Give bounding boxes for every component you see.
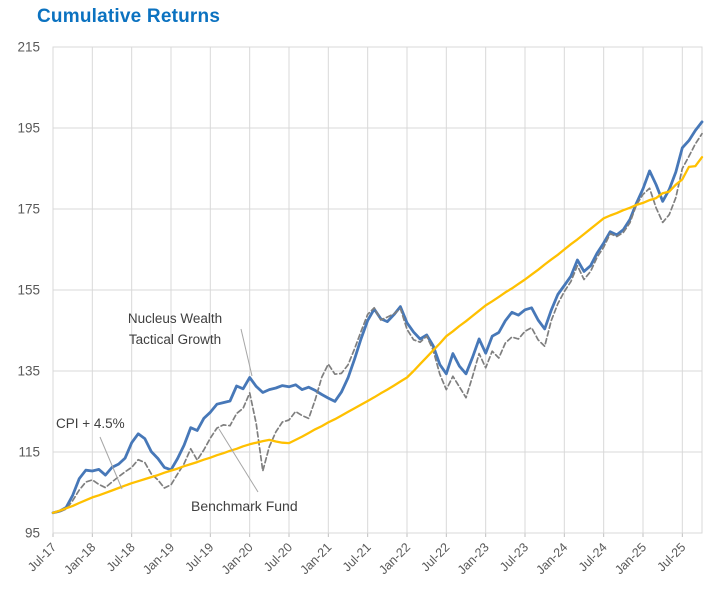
x-axis-tick-label: Jul-23 [497, 540, 531, 574]
series-line-cpi-4-5- [51, 156, 704, 514]
series-line-benchmark-fund [52, 132, 703, 514]
x-axis-tick-label: Jul-24 [576, 540, 610, 574]
x-axis-tick-label: Jul-21 [340, 540, 374, 574]
annotation-leader-line [99, 436, 123, 490]
annotation-benchmark-fund: Benchmark Fund [191, 498, 298, 514]
annotation-line: Tactical Growth [128, 332, 222, 347]
x-axis-tick-label: Jan-23 [455, 540, 492, 577]
x-axis-tick-label: Jul-17 [25, 540, 59, 574]
y-axis-tick-label: 135 [17, 364, 40, 379]
annotation-leader-line [218, 428, 259, 493]
annotation-cpi: CPI + 4.5% [56, 416, 125, 431]
y-axis-tick-label: 175 [17, 202, 40, 217]
annotation-leader-line [240, 328, 253, 377]
x-axis-tick-label: Jan-20 [219, 540, 256, 577]
x-axis-tick-label: Jul-20 [261, 540, 295, 574]
chart-title: Cumulative Returns [37, 6, 221, 27]
y-axis-tick-label: 95 [25, 526, 40, 541]
annotation-nucleus-wealth-tactical-growth: Nucleus Wealth Tactical Growth [103, 308, 247, 350]
x-axis-tick-label: Jul-25 [654, 540, 688, 574]
x-axis-tick-label: Jan-18 [62, 540, 99, 577]
annotation-line: Nucleus Wealth [127, 311, 223, 326]
x-axis-tick-label: Jan-22 [376, 540, 413, 577]
plot-border [52, 46, 703, 534]
x-axis-tick-label: Jul-19 [182, 540, 216, 574]
x-axis-tick-label: Jul-18 [104, 540, 138, 574]
x-axis-tick-label: Jan-25 [612, 540, 649, 577]
y-axis-tick-label: 195 [17, 121, 40, 136]
y-axis-tick-label: 155 [17, 283, 40, 298]
y-axis-tick-label: 215 [17, 40, 40, 55]
x-axis-tick-label: Jan-19 [140, 540, 177, 577]
x-axis-tick-label: Jan-24 [534, 540, 571, 577]
x-axis-tick-label: Jan-21 [298, 540, 335, 577]
x-axis-tick-label: Jul-22 [418, 540, 452, 574]
y-axis-tick-label: 115 [18, 445, 40, 460]
